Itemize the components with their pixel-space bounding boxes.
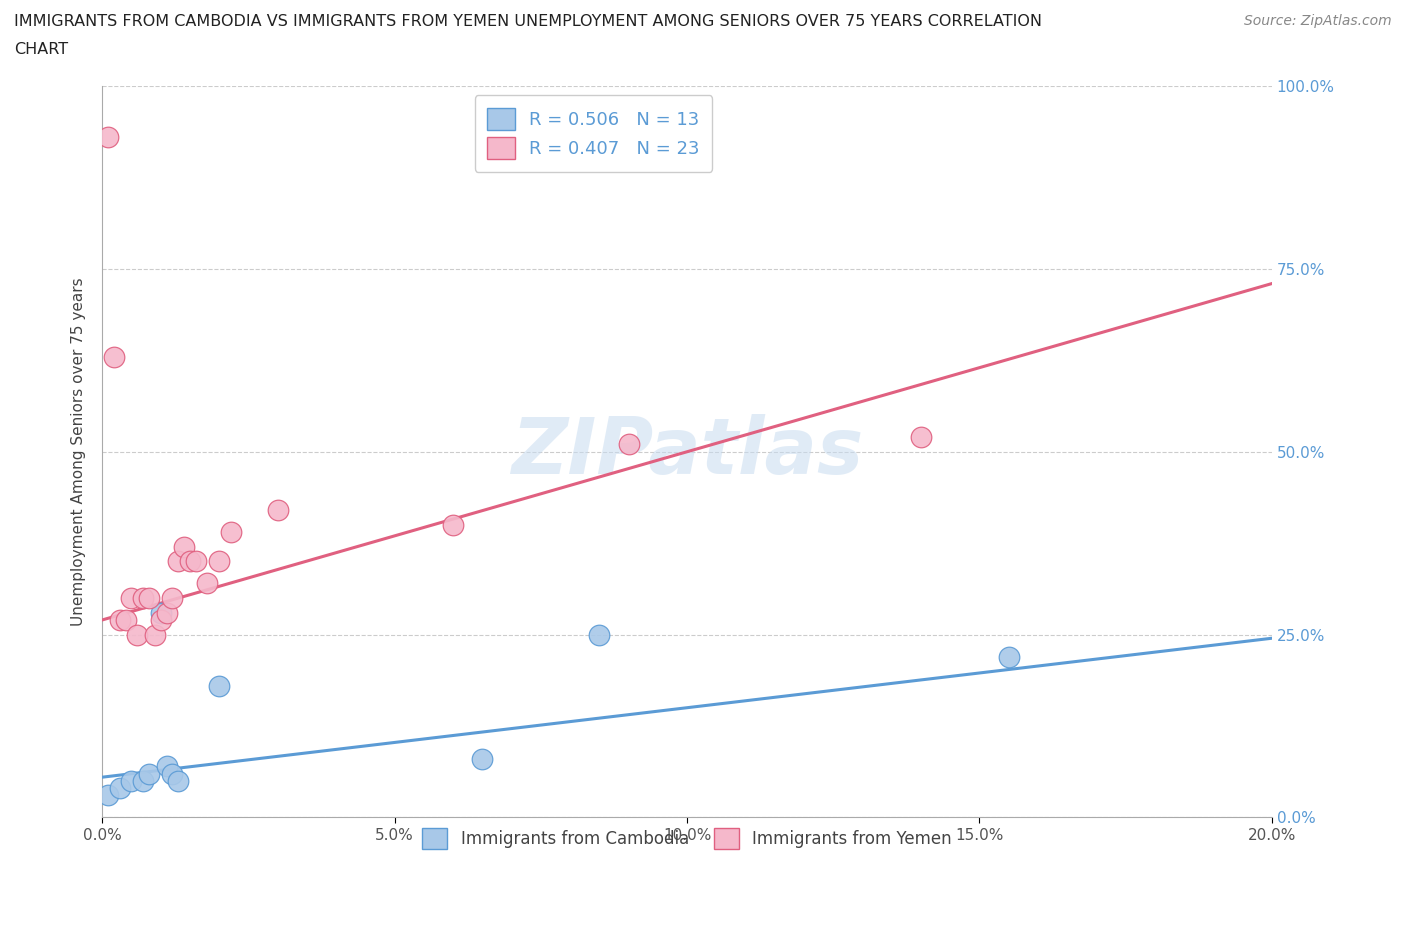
- Point: [132, 591, 155, 605]
- Point: [910, 430, 932, 445]
- Point: [97, 130, 120, 145]
- Point: [588, 627, 610, 642]
- Point: [149, 605, 172, 620]
- Point: [173, 539, 195, 554]
- Point: [441, 517, 464, 532]
- Point: [138, 591, 160, 605]
- Point: [108, 780, 131, 795]
- Point: [208, 554, 231, 569]
- Point: [197, 576, 219, 591]
- Text: Source: ZipAtlas.com: Source: ZipAtlas.com: [1244, 14, 1392, 28]
- Point: [108, 613, 131, 628]
- Point: [120, 774, 142, 789]
- Point: [103, 350, 125, 365]
- Point: [162, 591, 184, 605]
- Point: [997, 649, 1019, 664]
- Point: [155, 605, 177, 620]
- Point: [97, 788, 120, 803]
- Point: [167, 774, 190, 789]
- Legend: Immigrants from Cambodia, Immigrants from Yemen: Immigrants from Cambodia, Immigrants fro…: [411, 817, 963, 860]
- Y-axis label: Unemployment Among Seniors over 75 years: Unemployment Among Seniors over 75 years: [72, 277, 86, 626]
- Point: [219, 525, 242, 539]
- Text: CHART: CHART: [14, 42, 67, 57]
- Point: [266, 503, 288, 518]
- Point: [155, 759, 177, 774]
- Text: IMMIGRANTS FROM CAMBODIA VS IMMIGRANTS FROM YEMEN UNEMPLOYMENT AMONG SENIORS OVE: IMMIGRANTS FROM CAMBODIA VS IMMIGRANTS F…: [14, 14, 1042, 29]
- Point: [179, 554, 201, 569]
- Point: [471, 751, 494, 766]
- Point: [167, 554, 190, 569]
- Text: ZIPatlas: ZIPatlas: [510, 414, 863, 490]
- Point: [208, 678, 231, 693]
- Point: [114, 613, 136, 628]
- Point: [132, 774, 155, 789]
- Point: [184, 554, 207, 569]
- Point: [127, 627, 149, 642]
- Point: [138, 766, 160, 781]
- Point: [120, 591, 142, 605]
- Point: [162, 766, 184, 781]
- Point: [143, 627, 166, 642]
- Point: [617, 437, 640, 452]
- Point: [149, 613, 172, 628]
